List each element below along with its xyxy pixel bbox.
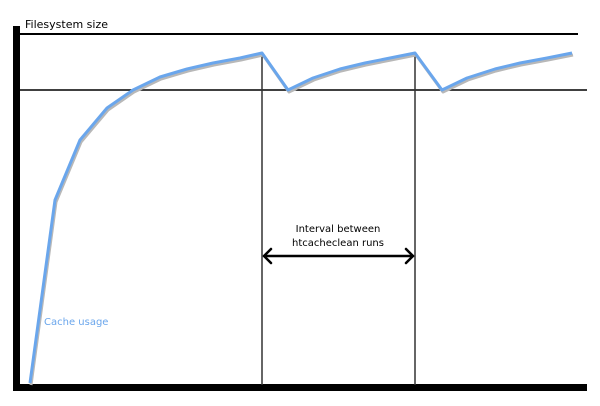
interval-arrow bbox=[262, 247, 415, 265]
title: Filesystem size bbox=[25, 18, 108, 31]
cache-usage-curve-shadow bbox=[29, 53, 574, 386]
cache-usage-label: Cache usage bbox=[44, 317, 108, 328]
y-axis bbox=[13, 26, 20, 390]
interval-label-line-2: htcacheclean runs bbox=[292, 238, 384, 249]
cache-usage-curve bbox=[28, 51, 573, 384]
x-axis bbox=[13, 384, 587, 391]
interval-label-line-1: Interval between bbox=[296, 224, 381, 235]
